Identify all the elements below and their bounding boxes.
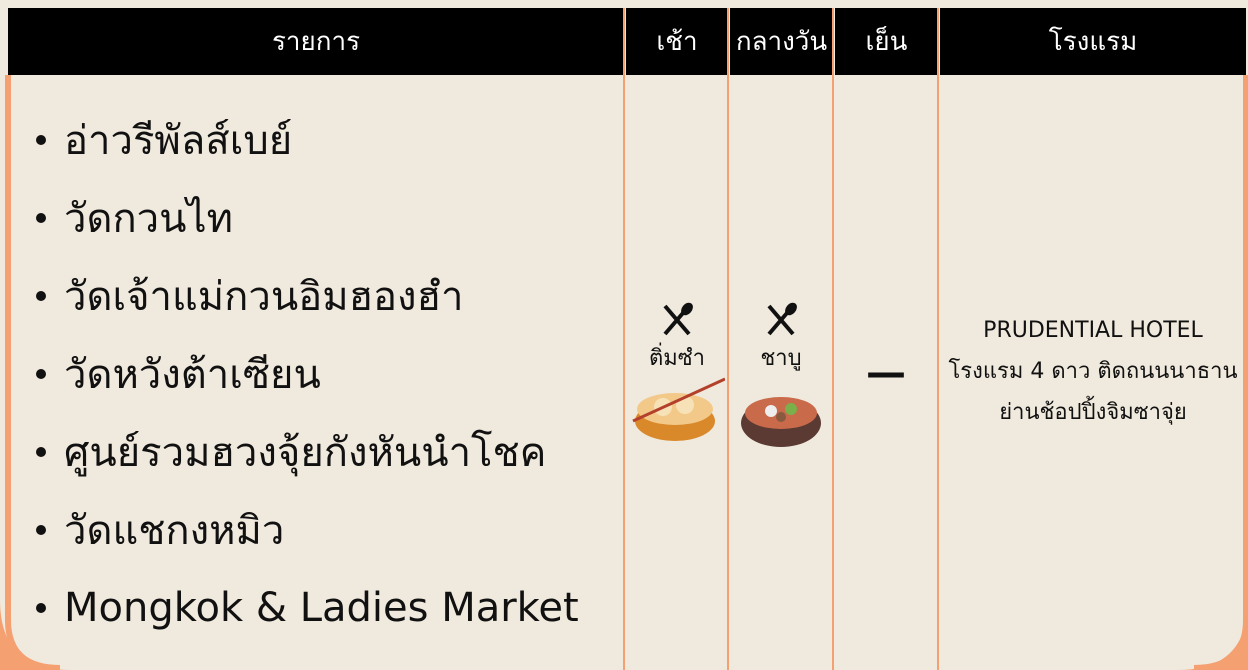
- activity-item: วัดกวนไท: [36, 179, 579, 257]
- header-cell: รายการ: [8, 8, 624, 75]
- activity-text: อ่าวรีพัลส์เบย์: [64, 118, 293, 164]
- breakfast-label: ติ่มซำ: [648, 346, 706, 371]
- breakfast-cell: ติ่มซำ: [625, 300, 729, 445]
- hotel-line: โรงแรม 4 ดาว ติดถนนนาธาน: [948, 359, 1238, 384]
- column-border: [937, 8, 939, 670]
- bullet: [36, 525, 46, 535]
- activity-text: วัดแชกงหมิว: [64, 508, 285, 554]
- header-cell: เช้า: [626, 8, 728, 75]
- lunch-label: ชาบู: [760, 346, 802, 371]
- bullet: [36, 447, 46, 457]
- activity-text: วัดกวนไท: [64, 196, 233, 242]
- activity-text: Mongkok & Ladies Market: [64, 585, 579, 631]
- hotel-line: ย่านช้อปปิ้งจิมซาจุ่ย: [999, 400, 1187, 425]
- shabu-image: [741, 397, 821, 447]
- cutlery-icon: [663, 302, 693, 336]
- dinner-cell: —: [834, 350, 938, 396]
- header-cell: เย็น: [835, 8, 938, 75]
- header-cell: โรงแรม: [940, 8, 1246, 75]
- activity-item: อ่าวรีพัลส์เบย์: [36, 101, 579, 179]
- activity-text: วัดเจ้าแม่กวนอิมฮองฮำ: [64, 274, 464, 320]
- bullet: [36, 213, 46, 223]
- dinner-label: —: [866, 350, 906, 396]
- column-border: [623, 8, 625, 670]
- activity-list: อ่าวรีพัลส์เบย์วัดกวนไทวัดเจ้าแม่กวนอิมฮ…: [36, 101, 579, 647]
- column-border: [727, 8, 729, 670]
- hotel-name: PRUDENTIAL HOTEL: [983, 318, 1203, 343]
- cutlery-icon: [767, 302, 797, 336]
- activity-item: ศูนย์รวมฮวงจุ้ยกังหันนำโชค: [36, 413, 579, 491]
- activity-item: วัดเจ้าแม่กวนอิมฮองฮำ: [36, 257, 579, 335]
- bullet: [36, 603, 46, 613]
- bullet: [36, 369, 46, 379]
- bullet: [36, 135, 46, 145]
- activity-item: Mongkok & Ladies Market: [36, 569, 579, 647]
- header-cell: กลางวัน: [730, 8, 833, 75]
- hotel-cell: PRUDENTIAL HOTEL โรงแรม 4 ดาว ติดถนนนาธา…: [940, 310, 1246, 433]
- activity-text: วัดหวังต้าเซียน: [64, 352, 321, 398]
- bullet: [36, 291, 46, 301]
- dimsum-image: [632, 377, 725, 441]
- activity-item: วัดแชกงหมิว: [36, 491, 579, 569]
- lunch-cell: ชาบู: [729, 300, 833, 451]
- activity-item: วัดหวังต้าเซียน: [36, 335, 579, 413]
- activity-text: ศูนย์รวมฮวงจุ้ยกังหันนำโชค: [64, 430, 547, 476]
- column-border: [832, 8, 834, 670]
